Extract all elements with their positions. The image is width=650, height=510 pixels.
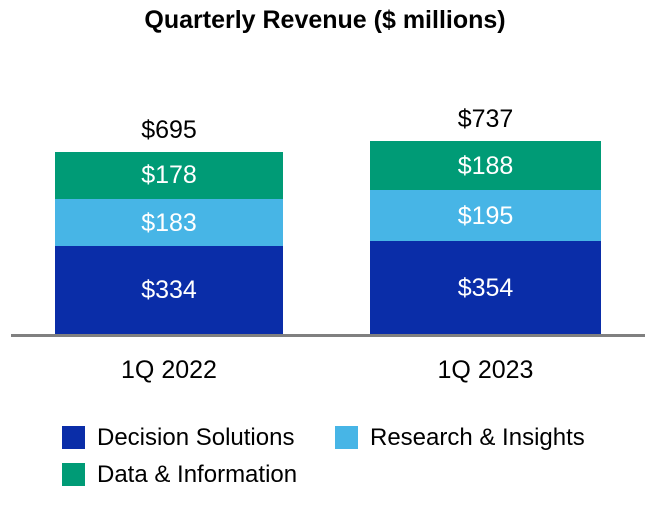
segment-value-label: $334 xyxy=(141,276,197,305)
legend-label: Data & Information xyxy=(97,461,298,488)
legend-label: Decision Solutions xyxy=(97,424,295,451)
segment-value-label: $195 xyxy=(457,201,514,230)
legend-swatch-decision-solutions xyxy=(62,426,85,449)
segment-data-information-1q-2023: $188 xyxy=(370,140,601,191)
segment-research-insights-1q-2023: $195 xyxy=(370,190,601,242)
total-label-1q-2022: $695 xyxy=(141,115,197,144)
x-axis-line xyxy=(11,334,645,337)
segment-value-label: $178 xyxy=(141,161,197,190)
legend-item-research-insights: Research & Insights xyxy=(335,424,585,451)
x-axis-label-1q-2023: 1Q 2023 xyxy=(437,356,534,384)
legend-swatch-research-insights xyxy=(335,426,358,449)
legend-item-data-information: Data & Information xyxy=(62,461,335,488)
chart-title: Quarterly Revenue ($ millions) xyxy=(144,6,506,34)
total-label-1q-2023: $737 xyxy=(457,104,514,133)
segment-value-label: $183 xyxy=(141,208,197,237)
legend: Decision Solutions Research & Insights Dat… xyxy=(62,424,585,488)
legend-swatch-data-information xyxy=(62,463,85,486)
bar-1q-2023: $188 $195 $354 xyxy=(370,140,601,334)
legend-label: Research & Insights xyxy=(370,424,585,451)
segment-decision-solutions-1q-2023: $354 xyxy=(370,241,601,334)
segment-research-insights-1q-2022: $183 xyxy=(55,198,283,247)
segment-value-label: $188 xyxy=(457,151,514,180)
plot-area: $178 $183 $334 $695 1Q 2022 $188 $195 $354 $737 1… xyxy=(11,104,645,384)
legend-item-decision-solutions: Decision Solutions xyxy=(62,424,335,451)
segment-data-information-1q-2022: $178 xyxy=(55,151,283,199)
segment-value-label: $354 xyxy=(457,273,514,302)
x-axis-label-1q-2022: 1Q 2022 xyxy=(121,356,217,384)
segment-decision-solutions-1q-2022: $334 xyxy=(55,246,283,334)
bar-1q-2022: $178 $183 $334 xyxy=(55,151,283,334)
